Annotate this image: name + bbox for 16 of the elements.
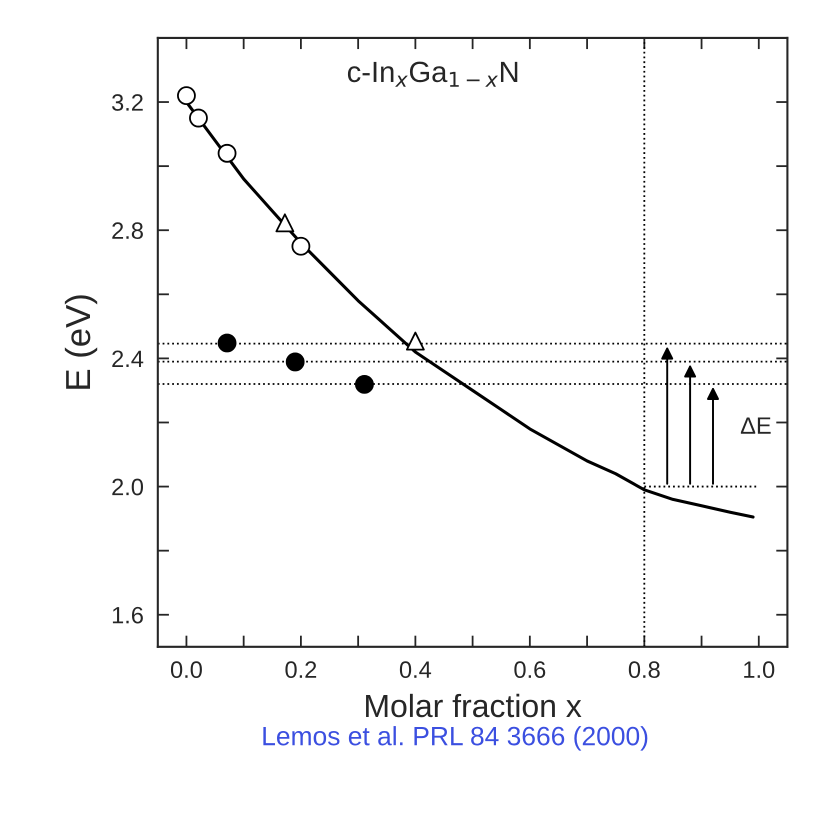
x-tick-label: 0.0 (170, 661, 202, 678)
text: c-In$_{x}$Ga$_{1−x}$N (348, 62, 518, 87)
y-axis-title: E (eV) (64, 295, 98, 389)
y-tick-label: 2.0 (112, 478, 144, 496)
y-tick-label: 3.2 (112, 94, 143, 111)
y-tick-label: 2.4 (112, 350, 144, 367)
y-tick-label: 1.6 (112, 606, 143, 624)
text: Lemos et al. PRL 84 3666 (2000) (263, 726, 648, 751)
x-tick-label: 0.6 (514, 661, 546, 678)
x-tick-label: 1.0 (744, 661, 774, 678)
x-axis-title: Molar fraction x (366, 694, 582, 718)
x-tick-label: 0.8 (628, 661, 660, 678)
x-tick-label: 0.2 (285, 661, 316, 678)
annotation: ΔE (740, 417, 771, 434)
x-tick-label: 0.4 (400, 661, 432, 678)
y-tick-label: 2.8 (112, 222, 143, 240)
